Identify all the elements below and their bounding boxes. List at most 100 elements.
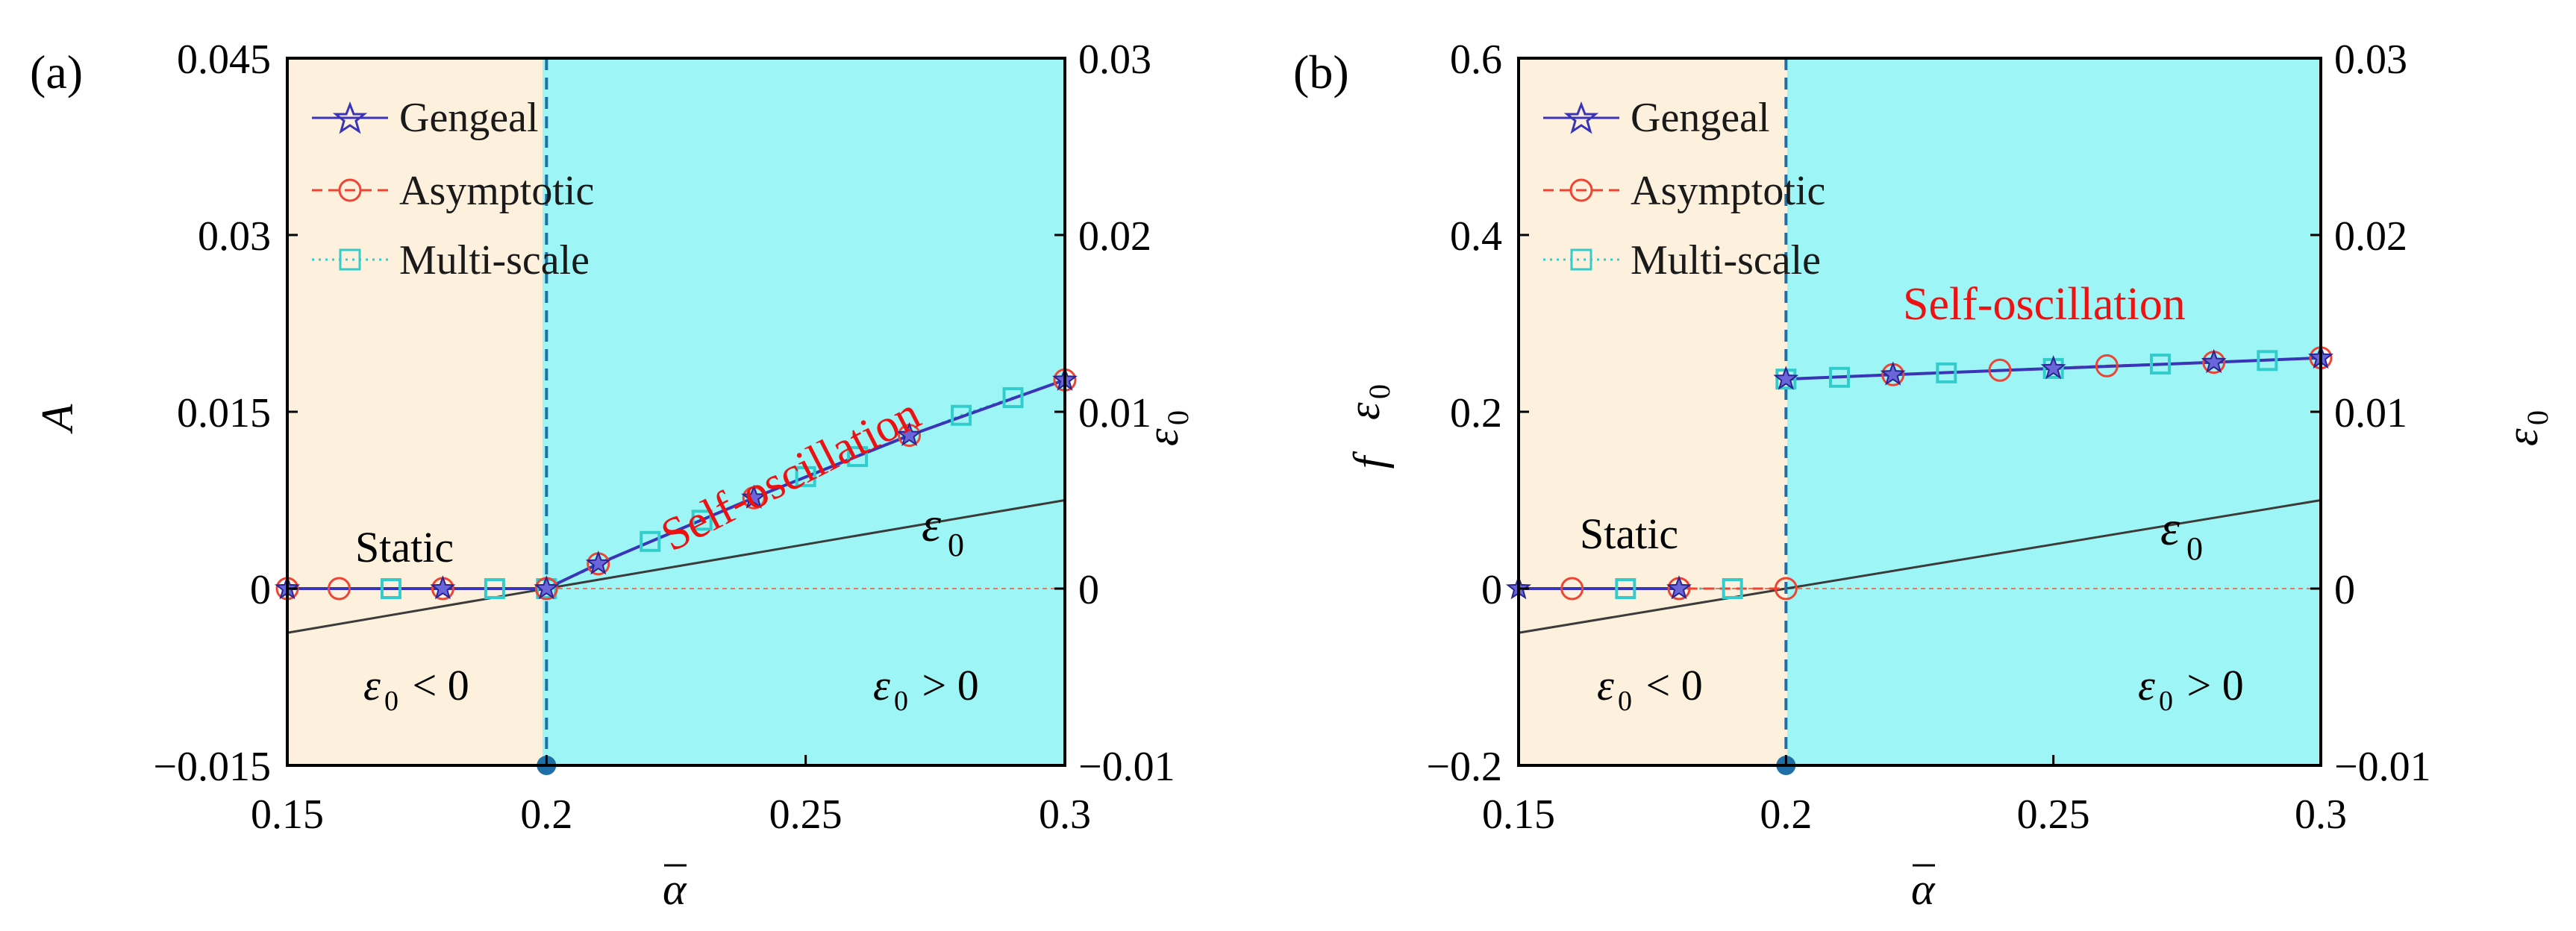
multi-scale-point	[2150, 354, 2171, 375]
multi-scale-point	[691, 510, 713, 531]
multi-scale-point	[380, 578, 401, 599]
y-tick-label: 0.015	[177, 390, 271, 436]
gengeal-point	[896, 421, 922, 446]
x-tick-label: 0.15	[251, 791, 324, 838]
legend-label-asymptotic: Asymptotic	[399, 168, 594, 214]
multi-scale-point	[1002, 387, 1024, 409]
legend: Gengeal Asymptotic Multi-scale	[312, 95, 594, 283]
y-tick-label: 0.2	[1450, 390, 1502, 436]
eps-negative-annotation: ε 0 < 0	[363, 661, 469, 717]
asymptotic-point	[1988, 358, 2012, 382]
legend-circle-icon	[1569, 178, 1593, 202]
eps-positive-base: ε	[2138, 661, 2155, 709]
eps-negative-base: ε	[1597, 661, 1614, 709]
x-tick-label: 0.15	[1482, 791, 1555, 838]
y-tick-label: 0.6	[1450, 37, 1502, 83]
gengeal-point	[430, 575, 456, 600]
panel-a: −0.015 0 0.015 0.03 0.045 −0.01 0 0.01 0.02 0.03 0…	[30, 37, 1195, 914]
right-tick-label: 0	[2334, 567, 2355, 613]
epsilon-line-label-sub: 0	[948, 527, 964, 563]
epsilon-line	[1518, 499, 2322, 634]
eps-negative-annotation: ε 0 < 0	[1597, 661, 1703, 717]
right-axis-label-base: ε	[2498, 428, 2547, 446]
right-tick-label: 0.03	[1078, 37, 1151, 83]
eps-negative-sub: 0	[1618, 686, 1632, 717]
x-axis-label-text: α	[1911, 865, 1936, 914]
eps-negative-sub: 0	[384, 686, 398, 717]
panel-label: (b)	[1293, 46, 1349, 98]
x-tick-label: 0.25	[2017, 791, 2090, 838]
x-tick-label: 0.2	[1760, 791, 1812, 838]
y-tick-label: 0.045	[177, 37, 271, 83]
x-tick-label: 0.3	[2295, 791, 2347, 838]
legend-label-multiscale: Multi-scale	[1631, 237, 1821, 283]
x-tick-label: 0.2	[520, 791, 572, 838]
multi-scale-point	[484, 578, 505, 599]
tick-layer: −0.2 0 0.2 0.4 0.6 −0.01 0 0.01 0.02 0.03 0.15 0.2 0…	[1426, 37, 2430, 838]
epsilon-line	[287, 499, 1066, 634]
asymptotic-point	[327, 577, 351, 601]
x-axis-label-text: α	[663, 865, 687, 914]
y-axis-label: A	[33, 404, 82, 434]
right-tick-label: 0.02	[2334, 213, 2407, 260]
gengeal-point	[1880, 361, 1906, 386]
static-annotation: Static	[355, 523, 454, 571]
multi-scale-point	[2257, 350, 2278, 372]
eps-negative-rel: < 0	[1635, 661, 1703, 709]
eps-positive-rel: > 0	[2176, 661, 2244, 709]
y-axis-label: f	[1345, 451, 1394, 468]
gengeal-point	[1666, 575, 1692, 600]
legend-entry-multiscale: Multi-scale	[1543, 237, 1821, 283]
series-layer	[1505, 58, 2334, 775]
eps-positive-sub: 0	[2159, 686, 2173, 717]
epsilon-line-label-base: ε	[2160, 501, 2180, 556]
oscillation-region	[543, 58, 1065, 765]
legend: Gengeal Asymptotic Multi-scale	[1543, 95, 1825, 283]
gengeal-point	[585, 550, 611, 575]
static-region	[287, 58, 543, 765]
self-oscillation-annotation: Self-oscillation	[1903, 279, 2186, 330]
multi-scale-point	[795, 466, 816, 487]
y-tick-label: −0.015	[153, 744, 271, 790]
right-tick-label: 0.01	[1078, 390, 1151, 436]
asymptotic-point	[1560, 577, 1584, 601]
right-axis-label: ε 0	[2498, 410, 2554, 446]
oscillation-region	[1787, 58, 2321, 765]
left-epsilon-label: ε 0	[1339, 384, 1396, 420]
multi-scale-point	[1936, 362, 1957, 383]
legend-entry-multiscale: Multi-scale	[312, 237, 590, 283]
eps-positive-annotation: ε 0 > 0	[873, 661, 979, 717]
panel-label: (a)	[30, 46, 83, 98]
multi-scale-point	[1829, 366, 1850, 388]
static-region	[1519, 58, 1787, 765]
x-axis-label: α	[663, 864, 687, 914]
x-tick-label: 0.25	[769, 791, 842, 838]
legend-square-icon	[1570, 248, 1592, 271]
gengeal-point	[2201, 348, 2227, 374]
asymptotic-point	[1774, 577, 1798, 601]
panel-b: −0.2 0 0.2 0.4 0.6 −0.01 0 0.01 0.02 0.03 0.15 0.2 0…	[1293, 37, 2554, 914]
eps-negative-rel: < 0	[401, 661, 469, 709]
y-tick-label: 0	[1481, 567, 1502, 613]
right-axis-label-base: ε	[1138, 428, 1187, 446]
legend-square-icon	[339, 248, 361, 271]
right-tick-label: 0.02	[1078, 213, 1151, 260]
legend-star-icon	[1563, 101, 1599, 134]
y-tick-label: 0.4	[1450, 213, 1502, 260]
gengeal-point	[1773, 366, 1799, 390]
epsilon-line-label: ε 0	[922, 498, 964, 563]
eps-positive-sub: 0	[894, 686, 908, 717]
x-tick-label: 0.3	[1039, 791, 1091, 838]
asymptotic-point	[2095, 354, 2119, 377]
eps-negative-base: ε	[363, 661, 381, 709]
eps-positive-rel: > 0	[911, 661, 979, 709]
gengeal-point	[2040, 355, 2066, 380]
legend-entry-asymptotic: Asymptotic	[312, 168, 594, 214]
x-axis-label: α	[1911, 864, 1936, 914]
right-tick-label: 0	[1078, 567, 1099, 613]
right-tick-label: −0.01	[2334, 744, 2431, 790]
legend-entry-gengeal: Gengeal	[1543, 95, 1770, 141]
eps-positive-annotation: ε 0 > 0	[2138, 661, 2244, 717]
left-epsilon-label-base: ε	[1339, 402, 1389, 420]
legend-entry-asymptotic: Asymptotic	[1543, 168, 1825, 214]
